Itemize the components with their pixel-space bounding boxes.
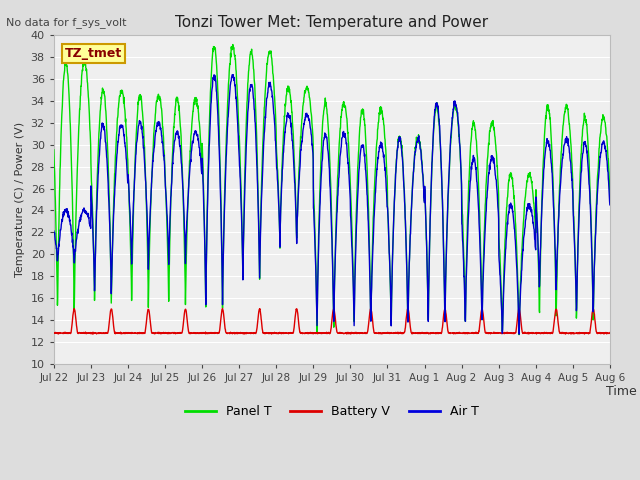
Legend: Panel T, Battery V, Air T: Panel T, Battery V, Air T	[180, 400, 484, 423]
Text: TZ_tmet: TZ_tmet	[65, 47, 122, 60]
Title: Tonzi Tower Met: Temperature and Power: Tonzi Tower Met: Temperature and Power	[175, 15, 488, 30]
X-axis label: Time: Time	[605, 385, 636, 398]
Y-axis label: Temperature (C) / Power (V): Temperature (C) / Power (V)	[15, 122, 25, 277]
Text: No data for f_sys_volt: No data for f_sys_volt	[6, 17, 127, 28]
